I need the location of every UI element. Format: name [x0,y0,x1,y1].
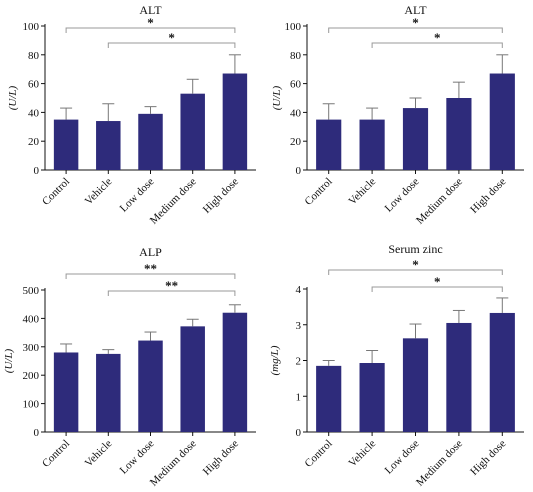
significance-bracket [65,273,236,279]
bar [138,113,163,170]
chart-title: ALT [139,3,162,17]
y-tick-label: 20 [28,136,40,148]
y-tick-label: 0 [34,165,40,177]
significance-marker: ** [165,278,178,293]
x-tick-label: High dose [468,176,508,216]
y-tick-label: 80 [28,50,40,62]
bar [316,119,342,170]
y-tick-label: 0 [296,165,302,177]
bar [53,119,79,170]
bar [53,352,79,432]
y-tick-label: 500 [23,285,40,297]
x-tick-label: Vehicle [346,176,378,208]
x-tick-label: Low dose [118,438,157,477]
x-tick-label: High dose [201,176,241,216]
x-tick-label: Low dose [383,438,422,477]
significance-bracket [107,290,236,296]
chart-panel-3: ALP (U/L) 0 100 200 300 400 500 Control Vehicle Lo… [3,245,256,489]
significance-marker: ** [144,261,157,276]
y-tick-label: 100 [23,21,40,33]
y-tick-label: 20 [290,136,302,148]
chart-panel-1: ALT (U/L) 0 20 40 60 80 100 Control Vehicle Low do… [7,3,256,227]
y-axis-label: (U/L) [7,85,19,110]
significance-marker: * [412,257,419,272]
bar [96,121,121,170]
x-tick-label: Vehicle [346,438,378,470]
x-tick-label: Control [303,438,335,470]
bar [96,353,121,432]
x-tick-label: Vehicle [83,438,115,470]
bar [489,312,515,432]
x-tick-label: Control [40,176,72,208]
significance-marker: * [434,30,441,45]
y-tick-label: 200 [23,370,40,382]
y-tick-label: 60 [28,79,40,91]
x-tick-label: Control [303,176,335,208]
y-tick-label: 60 [290,79,302,91]
bar [222,312,248,432]
significance-bracket [65,27,236,33]
y-tick-label: 1 [296,391,302,403]
significance-bracket [328,269,503,275]
bar [180,326,205,432]
y-tick-label: 300 [23,342,40,354]
chart-title: ALT [404,3,427,17]
x-tick-label: High dose [468,438,508,478]
y-axis-label: (U/L) [3,348,15,373]
bar [359,119,385,170]
bar [316,365,342,432]
significance-marker: * [434,274,441,289]
x-tick-label: Medium dose [414,176,465,227]
bar [402,108,429,170]
y-tick-label: 40 [28,107,40,119]
y-tick-label: 2 [296,356,302,368]
significance-bracket [107,42,236,48]
x-tick-label: Medium dose [414,438,465,489]
bar [180,93,205,170]
x-tick-label: Vehicle [83,176,115,208]
y-tick-label: 4 [296,284,302,296]
bar [446,322,472,432]
significance-marker: * [147,15,154,30]
bar [359,363,385,432]
y-axis-label: (U/L) [271,85,283,110]
bar [489,73,515,170]
y-tick-label: 3 [296,320,302,332]
significance-bracket [371,42,503,48]
x-tick-label: High dose [201,438,241,478]
y-tick-label: 100 [23,399,40,411]
x-tick-label: Low dose [118,176,157,215]
chart-panel-4: Serum zinc (mg/L) 0 1 2 3 4 Control Vehicle Low d… [269,242,524,489]
chart-panel-2: ALT (U/L) 0 20 40 60 80 100 Control Vehicle Low do… [271,3,524,227]
bar [446,98,472,170]
significance-marker: * [168,30,175,45]
bar [402,338,429,432]
x-tick-label: Control [40,438,72,470]
y-tick-label: 0 [34,427,40,439]
x-tick-label: Low dose [383,176,422,215]
y-tick-label: 100 [285,21,302,33]
y-tick-label: 80 [290,50,302,62]
significance-bracket [371,286,503,292]
significance-bracket [328,27,503,33]
y-tick-label: 400 [23,313,40,325]
y-tick-label: 0 [296,427,302,439]
significance-marker: * [412,15,419,30]
y-axis-label: (mg/L) [269,345,281,375]
chart-title: ALP [139,245,162,259]
bar [138,340,163,432]
chart-title: Serum zinc [388,242,442,256]
y-tick-label: 40 [290,107,302,119]
bar [222,73,248,170]
